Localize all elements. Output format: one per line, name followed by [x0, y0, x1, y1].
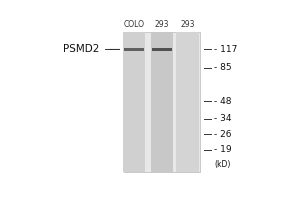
Bar: [123, 32, 145, 172]
Text: 293: 293: [180, 20, 195, 29]
Text: - 19: - 19: [214, 145, 232, 154]
Text: - 48: - 48: [214, 97, 232, 106]
Text: - 85: - 85: [214, 63, 232, 72]
Bar: [124, 48, 144, 51]
Text: (kD): (kD): [214, 160, 231, 169]
Bar: [176, 32, 199, 172]
Bar: [152, 48, 172, 51]
Text: 293: 293: [154, 20, 169, 29]
Text: - 34: - 34: [214, 114, 232, 123]
Text: COLO: COLO: [124, 20, 145, 29]
Bar: [124, 32, 200, 172]
Text: - 26: - 26: [214, 130, 232, 139]
Text: PSMD2: PSMD2: [64, 44, 100, 54]
Bar: [151, 32, 173, 172]
Text: - 117: - 117: [214, 45, 238, 54]
